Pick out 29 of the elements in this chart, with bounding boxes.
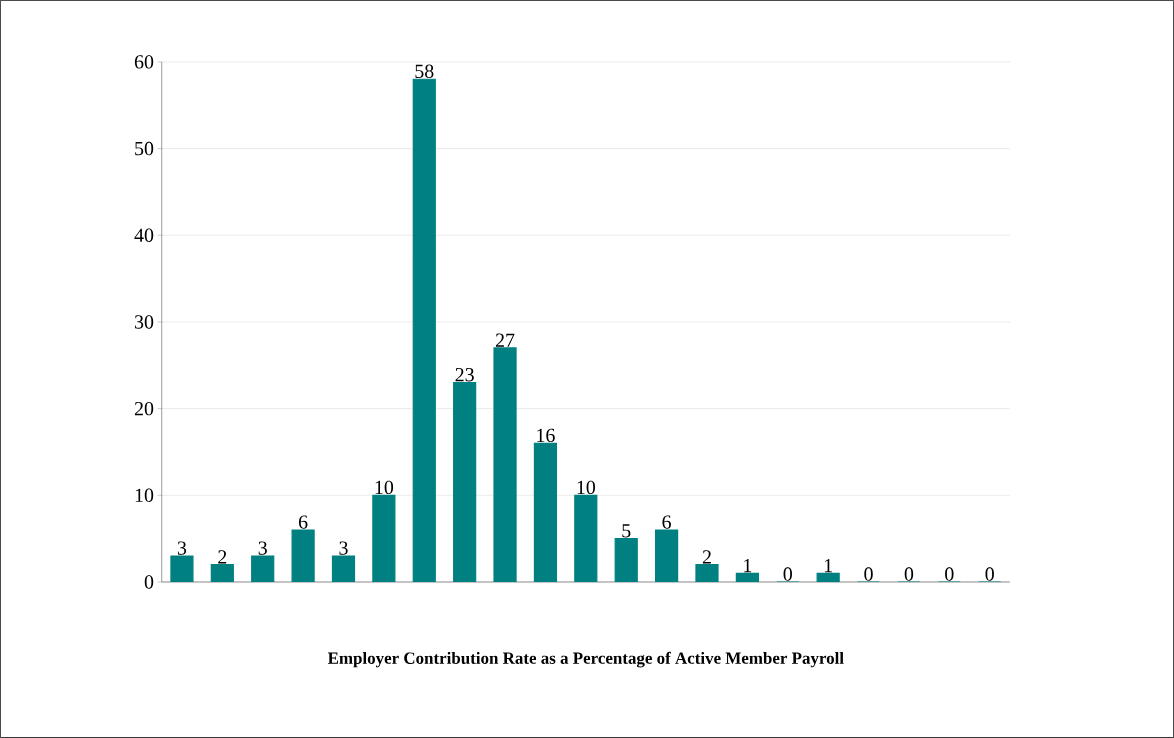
data-label: 0	[864, 567, 873, 581]
y-tick-label: 60	[134, 55, 154, 69]
data-label: 1	[824, 559, 832, 573]
data-label: 23	[455, 368, 474, 382]
data-label: 16	[537, 428, 555, 443]
data-label: 10	[577, 480, 596, 495]
data-label: 3	[339, 541, 348, 555]
data-label: 2	[702, 550, 711, 564]
data-label: 6	[662, 515, 671, 529]
y-tick-label: 50	[135, 141, 154, 156]
data-label: 0	[985, 567, 994, 581]
data-label: 0	[945, 567, 954, 581]
data-label: 3	[258, 541, 267, 555]
data-label: 0	[904, 567, 914, 581]
data-label: 3	[177, 541, 187, 555]
data-label: 2	[218, 550, 227, 564]
data-label: 58	[415, 64, 434, 79]
y-tick-label: 30	[134, 315, 154, 329]
data-label: 6	[298, 515, 308, 529]
y-tick-label: 10	[135, 488, 154, 503]
x-axis-title: Employer Contribution Rate as a Percentage of Active Member Payroll	[327, 651, 844, 668]
y-tick-label: 0	[144, 575, 154, 589]
data-label: 10	[375, 480, 394, 495]
data-label: 0	[783, 567, 792, 581]
y-tick-label: 20	[134, 401, 154, 416]
y-tick-label: 40	[134, 228, 154, 243]
data-label: 1	[744, 559, 752, 573]
data-label: 27	[495, 333, 515, 347]
data-label: 5	[622, 524, 631, 538]
